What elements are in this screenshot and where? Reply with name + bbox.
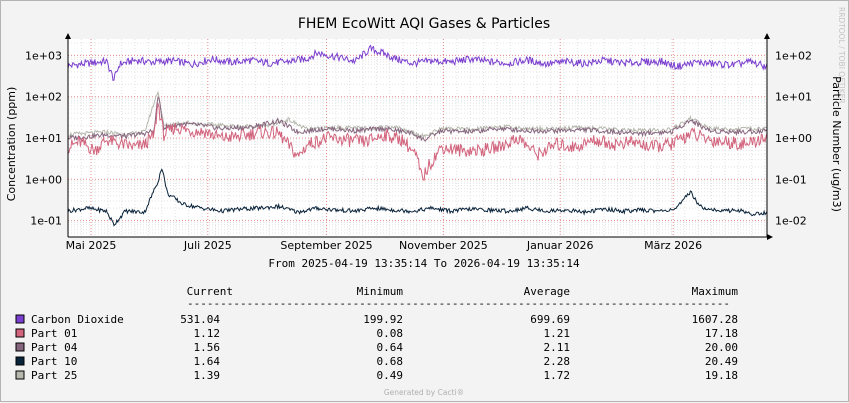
legend-value: 1.64 (194, 355, 221, 368)
series-line-carbon-dioxide (67, 44, 768, 82)
y2-tick-label: 1e+02 (775, 49, 812, 62)
legend-series-name: Carbon Dioxide (31, 313, 124, 326)
legend-value: 1607.28 (692, 313, 738, 326)
x-tick-label: Mai 2025 (66, 239, 117, 252)
legend-value: 20.49 (705, 355, 738, 368)
legend-value: 0.64 (377, 341, 404, 354)
x-tick-label: November 2025 (399, 239, 488, 252)
y-axis-arrow (65, 33, 71, 39)
chart-title: FHEM EcoWitt AQI Gases & Particles (298, 16, 550, 32)
y-tick-label: 1e+01 (25, 132, 62, 145)
y2-axis-label: Particle Number (ug/m3) (830, 76, 843, 212)
legend-value: 199.92 (363, 313, 403, 326)
legend-header: Current (187, 285, 233, 298)
y-tick-label: 1e+00 (25, 173, 62, 186)
time-range: From 2025-04-19 13:35:14 To 2026-04-19 1… (268, 257, 580, 270)
series-line-part-10 (67, 168, 768, 227)
legend: Current Minimum Average Maximum------------… (15, 285, 739, 382)
watermark: RRDTOOL / TOBI OETIKER (837, 7, 846, 104)
legend-series-name: Part 01 (31, 327, 77, 340)
legend-swatch (15, 342, 25, 352)
legend-value: 1.39 (194, 369, 221, 382)
legend-value: 1.21 (544, 327, 571, 340)
x-tick-label: März 2026 (644, 239, 702, 252)
legend-value: 1.12 (194, 327, 221, 340)
legend-swatch (15, 328, 25, 338)
footer-generated-by: Generated by Cacti® (384, 388, 464, 397)
series-line-part-04 (67, 96, 768, 142)
axes: Mai 2025 Juli 2025 September 2025 November … (25, 33, 812, 252)
legend-series-name: Part 04 (31, 341, 78, 354)
legend-value: 0.08 (377, 327, 404, 340)
y2-tick-label: 1e+01 (775, 91, 812, 104)
x-axis-arrow (767, 234, 773, 240)
y-axis-label: Concentration (ppm) (5, 87, 18, 202)
legend-value: 1.72 (544, 369, 571, 382)
y2-tick-label: 1e-01 (775, 173, 807, 186)
y-tick-label: 1e+03 (25, 49, 62, 62)
legend-swatch (15, 356, 25, 366)
legend-value: 20.00 (705, 341, 738, 354)
legend-value: 531.04 (180, 313, 220, 326)
series-layer (67, 44, 768, 227)
legend-series-name: Part 10 (31, 355, 77, 368)
y2-axis-arrow (764, 33, 770, 39)
legend-value: 0.68 (377, 355, 404, 368)
legend-value: 0.49 (377, 369, 404, 382)
x-tick-label: Juli 2025 (183, 239, 232, 252)
y-tick-label: 1e+02 (25, 91, 62, 104)
legend-value: 17.18 (705, 327, 738, 340)
legend-value: 699.69 (530, 313, 570, 326)
legend-swatch (15, 370, 25, 380)
legend-value: 19.18 (705, 369, 738, 382)
legend-header: Average (524, 285, 570, 298)
legend-header: Maximum (692, 285, 739, 298)
legend-swatch (15, 314, 25, 324)
x-tick-label: September 2025 (280, 239, 372, 252)
y2-tick-label: 1e+00 (775, 132, 812, 145)
y2-tick-label: 1e-02 (775, 215, 807, 228)
legend-value: 2.11 (544, 341, 571, 354)
legend-value: 1.56 (194, 341, 221, 354)
legend-header: Minimum (357, 285, 404, 298)
series-line-part-01 (67, 101, 768, 181)
x-tick-label: Januar 2026 (526, 239, 594, 252)
legend-rule: ----------------------------------------… (187, 297, 730, 310)
legend-value: 2.28 (544, 355, 571, 368)
legend-series-name: Part 25 (31, 369, 77, 382)
y-tick-label: 1e-01 (30, 215, 62, 228)
